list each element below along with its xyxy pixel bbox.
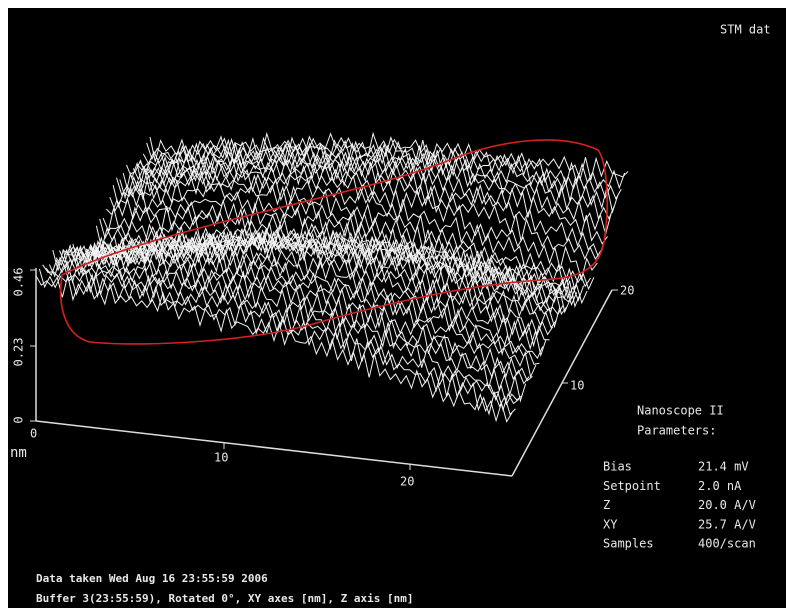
param-label: Setpoint <box>603 479 661 493</box>
screen-title: STM dat <box>720 23 771 37</box>
param-heading: Parameters: <box>637 424 716 438</box>
z-tick-label: 0 <box>12 416 26 423</box>
y-tick-label: 10 <box>570 379 584 393</box>
param-value: 400/scan <box>698 537 756 551</box>
param-heading: Nanoscope II <box>637 404 724 418</box>
background <box>8 8 786 608</box>
x-tick-label: 10 <box>214 451 228 465</box>
stm-screen: STM dat 0.46 0.23 0 0 nm 10 20 20 10 Nan… <box>0 0 786 608</box>
param-value: 25.7 A/V <box>698 517 756 531</box>
param-value: 2.0 nA <box>698 479 742 493</box>
page: STM dat 0.46 0.23 0 0 nm 10 20 20 10 Nan… <box>0 0 786 608</box>
param-value: 21.4 mV <box>698 460 749 474</box>
y-tick-label: 20 <box>620 284 634 298</box>
param-label: Samples <box>603 537 654 551</box>
param-label: Z <box>603 498 610 512</box>
x-tick-label: 20 <box>400 475 414 489</box>
param-value: 20.0 A/V <box>698 498 756 512</box>
x-tick-label: 0 <box>30 427 37 441</box>
param-label: Bias <box>603 460 632 474</box>
param-label: XY <box>603 517 618 531</box>
footer-line: Data taken Wed Aug 16 23:55:59 2006 <box>36 572 268 585</box>
x-unit: nm <box>10 445 27 461</box>
footer-line: Buffer 3(23:55:59), Rotated 0°, XY axes … <box>36 592 414 605</box>
z-tick-label: 0.23 <box>12 338 26 367</box>
z-tick-label: 0.46 <box>12 268 26 297</box>
